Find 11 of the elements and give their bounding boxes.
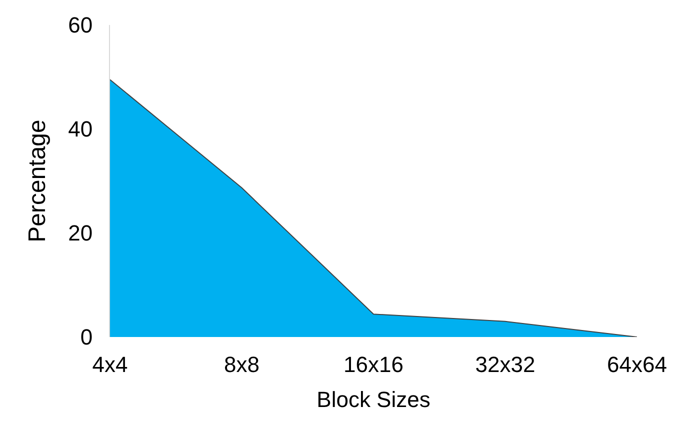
x-axis-title: Block Sizes xyxy=(316,386,430,412)
x-tick-label: 4x4 xyxy=(92,352,128,377)
y-tick-label: 0 xyxy=(80,324,93,350)
x-tick-label: 8x8 xyxy=(224,352,260,377)
y-axis-title: Percentage xyxy=(24,120,52,242)
x-tick-label: 32x32 xyxy=(475,352,536,377)
y-tick-label: 60 xyxy=(68,12,93,38)
x-tick-label: 16x16 xyxy=(344,352,404,377)
y-tick-label: 40 xyxy=(68,116,93,142)
x-tick-label: 64x64 xyxy=(607,352,667,377)
y-tick-label: 20 xyxy=(68,220,93,246)
